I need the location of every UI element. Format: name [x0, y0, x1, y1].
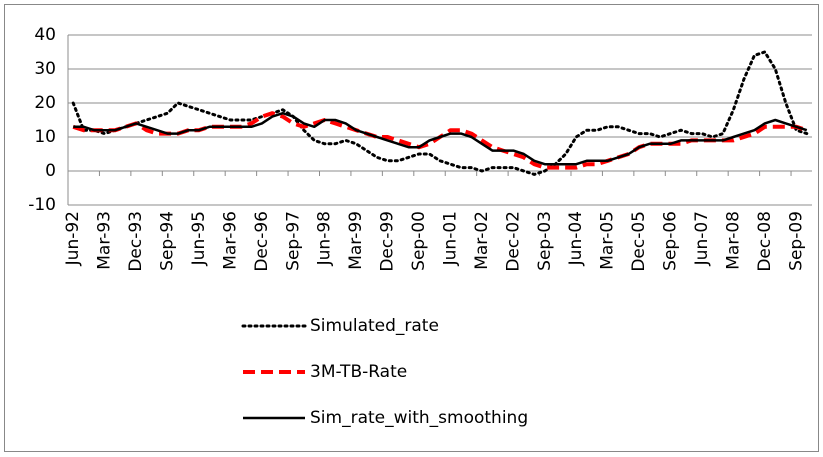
- x-tick-label: Sep-97: [283, 211, 303, 271]
- x-tick-label: Mar-08: [723, 211, 743, 270]
- x-tick-label: Sep-94: [158, 211, 178, 271]
- x-tick-label: Dec-99: [378, 211, 398, 272]
- x-tick-label: Dec-08: [755, 211, 775, 272]
- x-tick-label: Jun-95: [189, 211, 209, 266]
- y-tick-label: 0: [45, 161, 56, 181]
- y-tick-label: 30: [34, 59, 56, 79]
- x-tick-label: Mar-96: [220, 211, 240, 270]
- chart-border: [4, 4, 819, 452]
- legend-label: Sim_rate_with_smoothing: [310, 408, 528, 428]
- x-tick-label: Sep-06: [661, 211, 681, 271]
- x-tick-label: Dec-93: [126, 211, 146, 272]
- x-tick-label: Dec-02: [503, 211, 523, 272]
- series-line: [73, 111, 808, 166]
- y-tick-label: 20: [34, 93, 56, 113]
- x-tick-label: Mar-93: [95, 211, 115, 270]
- x-tick-label: Dec-05: [629, 211, 649, 272]
- x-tick-label: Mar-05: [598, 211, 618, 270]
- x-tick-label: Jun-92: [63, 211, 83, 266]
- x-tick-label: Sep-00: [409, 211, 429, 271]
- x-tick-label: Jun-07: [692, 211, 712, 266]
- x-tick-label: Sep-09: [786, 211, 806, 271]
- x-tick-label: Dec-96: [252, 211, 272, 272]
- x-tick-label: Sep-03: [535, 211, 555, 271]
- series-line: [71, 50, 809, 176]
- y-tick-label: -10: [28, 195, 56, 215]
- y-tick-label: 10: [34, 127, 56, 147]
- x-tick-label: Jun-04: [566, 211, 586, 266]
- x-tick-label: Jun-98: [315, 211, 335, 266]
- y-tick-label: 40: [34, 25, 56, 45]
- legend-label: 3M-TB-Rate: [310, 362, 407, 382]
- x-tick-label: Mar-99: [346, 211, 366, 270]
- x-tick-label: Mar-02: [472, 211, 492, 270]
- x-tick-label: Jun-01: [440, 211, 460, 266]
- legend-label: Simulated_rate: [310, 316, 439, 336]
